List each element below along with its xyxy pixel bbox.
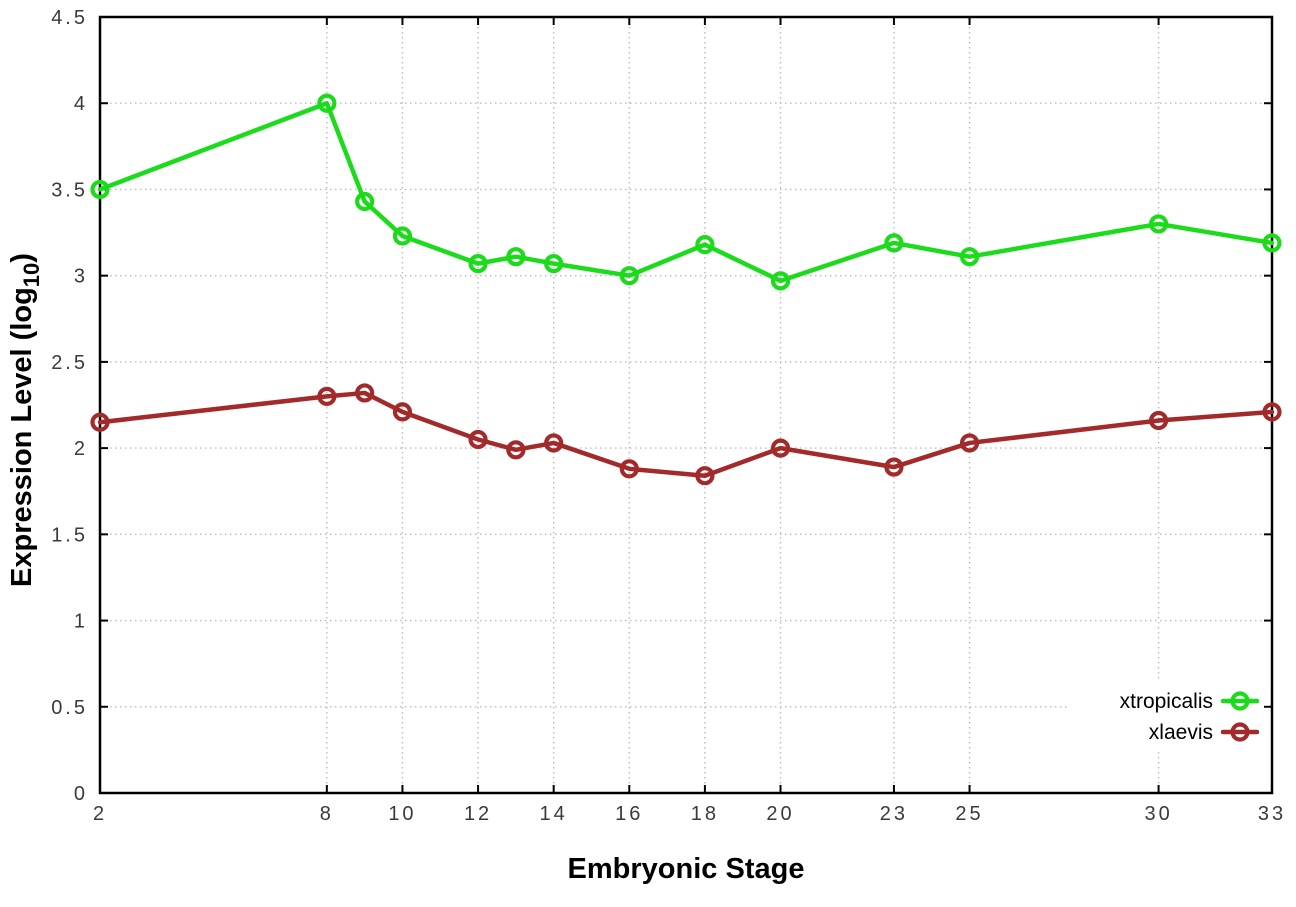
data-point (468, 253, 488, 274)
x-tick-label: 14 (540, 803, 568, 825)
data-point (392, 226, 413, 246)
plot-border (98, 15, 1274, 795)
legend-label: xlaevis (1149, 721, 1213, 744)
data-point (884, 233, 904, 253)
data-point (1262, 402, 1282, 422)
data-point (1148, 214, 1169, 234)
x-tick-label: 23 (880, 803, 908, 825)
data-point (695, 466, 715, 486)
x-tick-label: 10 (388, 803, 416, 825)
y-tick-label: 2 (74, 438, 88, 460)
data-point (506, 247, 526, 267)
x-axis-title: Embryonic Stage (568, 853, 805, 885)
x-tick-label: 2 (93, 803, 107, 825)
series-xtropicalis (90, 93, 1282, 291)
data-point (317, 93, 337, 113)
y-tick-label: 4 (74, 93, 88, 115)
x-tick-label: 20 (766, 803, 794, 825)
legend-marker-circle (1230, 691, 1250, 711)
data-point (355, 383, 375, 403)
data-point (770, 271, 791, 291)
x-tick-label: 8 (320, 803, 334, 825)
legend-marker-circle (1230, 722, 1250, 742)
y-tick-label: 3 (74, 266, 88, 288)
data-point (884, 457, 904, 477)
y-tick-label: 3.5 (51, 179, 88, 201)
data-point (468, 429, 488, 450)
x-tick-label: 16 (615, 803, 643, 825)
y-tick-label: 0 (74, 783, 88, 805)
data-point (506, 440, 526, 460)
legend: xtropicalis xlaevis (1120, 690, 1260, 744)
data-point (90, 179, 110, 200)
chart-generated-layers: 2 8 10 12 14 16 18 20 23 25 30 33 0 0.5 1 1.5 2 2.5 3 3.5 4 4… (51, 7, 1286, 825)
y-tick-label: 1 (74, 611, 88, 633)
tick-labels: 2 8 10 12 14 16 18 20 23 25 30 33 0 0.5 1 1.5 2 2.5 3 3.5 4 4… (51, 7, 1286, 825)
data-point (544, 433, 564, 453)
data-point (544, 253, 564, 274)
data-point (317, 386, 337, 406)
y-axis-title-close: ) (6, 253, 38, 263)
x-tick-label: 18 (691, 803, 719, 825)
y-tick-label: 0.5 (51, 697, 88, 719)
x-tick-label: 12 (464, 803, 492, 825)
series-line (97, 100, 1275, 284)
y-axis-title: Expression Level (log10) (6, 253, 44, 587)
grid (100, 16, 1273, 793)
series-line (97, 390, 1275, 478)
y-axis-title-main: Expression Level (log (6, 287, 38, 587)
y-tick-label: 2.5 (51, 352, 88, 374)
data-point (1262, 233, 1282, 253)
legend-backing (1070, 680, 1262, 752)
x-tick-label: 30 (1144, 803, 1172, 825)
legend-label: xtropicalis (1120, 690, 1213, 713)
x-tick-label: 33 (1258, 803, 1286, 825)
y-tick-label: 1.5 (51, 524, 88, 546)
data-point (1148, 410, 1169, 431)
y-tick-label: 4.5 (51, 7, 88, 29)
data-point (619, 266, 639, 286)
data-point (959, 247, 980, 267)
data-point (695, 235, 715, 255)
data-point (959, 433, 980, 453)
y-axis-title-subscript: 10 (19, 263, 44, 287)
data-point (619, 459, 639, 479)
data-point (90, 412, 110, 432)
series-xlaevis (90, 383, 1282, 486)
data-point (392, 402, 413, 422)
data-point (770, 438, 791, 458)
x-tick-label: 25 (955, 803, 983, 825)
axis-ticks (99, 16, 1273, 794)
data-point (355, 191, 375, 212)
